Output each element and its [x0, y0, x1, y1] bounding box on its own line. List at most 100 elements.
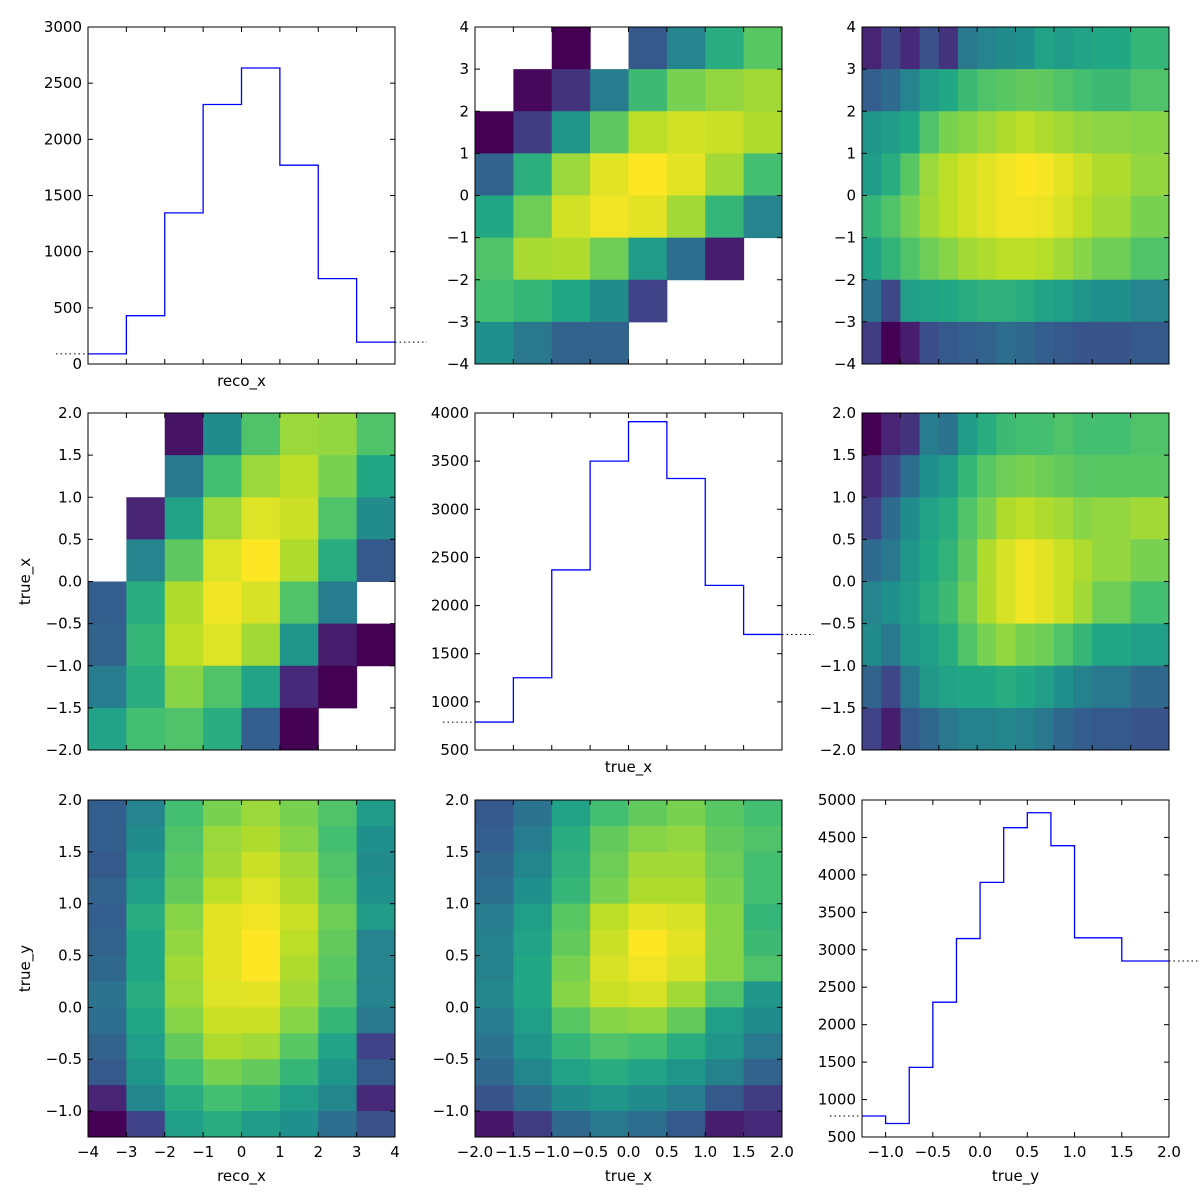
heatmap-cell	[241, 455, 281, 498]
heatmap-cell	[628, 929, 668, 957]
heatmap-cell	[705, 27, 745, 70]
heatmap-cell	[88, 1033, 127, 1060]
heatmap-cell	[1092, 581, 1132, 625]
heatmap-cell	[862, 153, 882, 196]
x-tick-label: 0	[237, 1143, 247, 1161]
heatmap-cell	[279, 981, 319, 1008]
heatmap-cell	[1034, 455, 1055, 498]
heatmap-cell	[513, 825, 553, 853]
y-tick-label: 500	[440, 741, 469, 759]
y-tick-label: 3500	[431, 452, 469, 470]
heatmap-cell	[996, 539, 1016, 582]
heatmap-cell	[996, 111, 1016, 154]
heatmap-cell	[590, 195, 629, 239]
heatmap-cell	[590, 69, 629, 112]
y-tick-label: −2.0	[820, 741, 856, 759]
heatmap-cell	[318, 539, 358, 582]
heatmap-cell	[938, 623, 959, 667]
y-tick-label: 2000	[818, 1016, 856, 1034]
heatmap-cell	[126, 851, 166, 879]
heatmap-cell	[590, 1085, 629, 1112]
heatmap-cell	[356, 455, 396, 498]
heatmap-cell	[938, 111, 959, 154]
heatmap-cell	[241, 707, 281, 751]
heatmap-cell	[1130, 111, 1170, 154]
heatmap-cell	[126, 955, 166, 982]
heatmap-cell	[1073, 153, 1093, 196]
heatmap-cell	[900, 581, 921, 625]
heatmap-cell	[881, 665, 901, 709]
heatmap-cell	[862, 623, 882, 667]
heatmap-cell	[590, 1059, 629, 1086]
heatmap-cell	[590, 111, 629, 154]
heatmap-cell	[356, 1033, 396, 1060]
y-tick-label: −0.5	[433, 1050, 469, 1068]
y-tick-label: 3000	[431, 500, 469, 518]
heatmap-cell	[551, 929, 591, 957]
histogram-step-line	[862, 812, 1169, 1125]
heatmap-cell	[318, 903, 358, 931]
heatmap-cell	[705, 195, 745, 239]
y-tick-label: 2.0	[58, 404, 82, 422]
heatmap-cell	[164, 539, 204, 582]
y-tick-label: 0	[459, 187, 469, 205]
heatmap-cell	[743, 1007, 783, 1034]
y-tick-label: 1000	[818, 1091, 856, 1109]
heatmap-cell	[203, 851, 242, 879]
heatmap-cell	[279, 877, 319, 905]
heatmap-cell	[551, 27, 591, 70]
heatmap-cell	[88, 903, 127, 931]
heatmap-cell	[1053, 539, 1074, 582]
heatmap-cell	[356, 877, 396, 905]
heatmap-cell	[705, 1007, 745, 1034]
y-tick-label: 4	[846, 18, 856, 36]
heatmap-cell	[551, 69, 591, 112]
heatmap-cell	[1015, 539, 1036, 582]
heatmap-cell	[513, 800, 553, 827]
heatmap-cell	[164, 413, 204, 456]
heatmap-cell	[475, 321, 514, 365]
heatmap-cell	[996, 279, 1016, 323]
y-tick-label: −3	[447, 313, 469, 331]
heatmap-cell	[590, 279, 629, 323]
heatmap-cell	[996, 321, 1016, 365]
heatmap-cell	[977, 665, 997, 709]
heatmap-cell	[551, 111, 591, 154]
heatmap-cell	[705, 877, 745, 905]
y-tick-label: 1.0	[832, 488, 856, 506]
heatmap-cell	[977, 237, 997, 281]
heatmap-cell	[318, 800, 358, 827]
heatmap-cell	[919, 321, 940, 365]
heatmap-cell	[1015, 581, 1036, 625]
heatmap-cell	[705, 153, 745, 196]
heatmap-cell	[666, 981, 706, 1008]
heatmap-cell	[900, 623, 921, 667]
heatmap-cell	[88, 981, 127, 1008]
heatmap-cell	[126, 539, 166, 582]
heatmap-cell	[919, 665, 940, 709]
heatmap-cell	[957, 665, 978, 709]
heatmap-cell	[1092, 27, 1132, 70]
heatmap-cell	[977, 539, 997, 582]
heatmap-cell	[862, 707, 882, 751]
heatmap-cell	[1092, 665, 1132, 709]
heatmap-cell	[203, 903, 242, 931]
heatmap-cell	[164, 1111, 204, 1138]
heatmap-cell	[977, 413, 997, 456]
heatmap-cell	[666, 877, 706, 905]
y-tick-label: 0.5	[832, 530, 856, 548]
heatmap-cell	[1034, 623, 1055, 667]
heatmap-cell	[1092, 539, 1132, 582]
y-tick-label: −1	[834, 229, 856, 247]
heatmap-cell	[957, 153, 978, 196]
heatmap-cell	[590, 321, 629, 365]
heatmap-cell	[551, 903, 591, 931]
heatmap-cell	[241, 497, 281, 540]
heatmap-cell	[88, 955, 127, 982]
heatmap-cell	[996, 497, 1016, 540]
y-tick-label: 0	[72, 355, 82, 373]
heatmap-cell	[279, 800, 319, 827]
heatmap-cell	[551, 851, 591, 879]
panel-p00: 0 500 1000 1500 2000 2500 3000 reco_x	[44, 18, 427, 391]
heatmap-cell	[203, 581, 242, 625]
